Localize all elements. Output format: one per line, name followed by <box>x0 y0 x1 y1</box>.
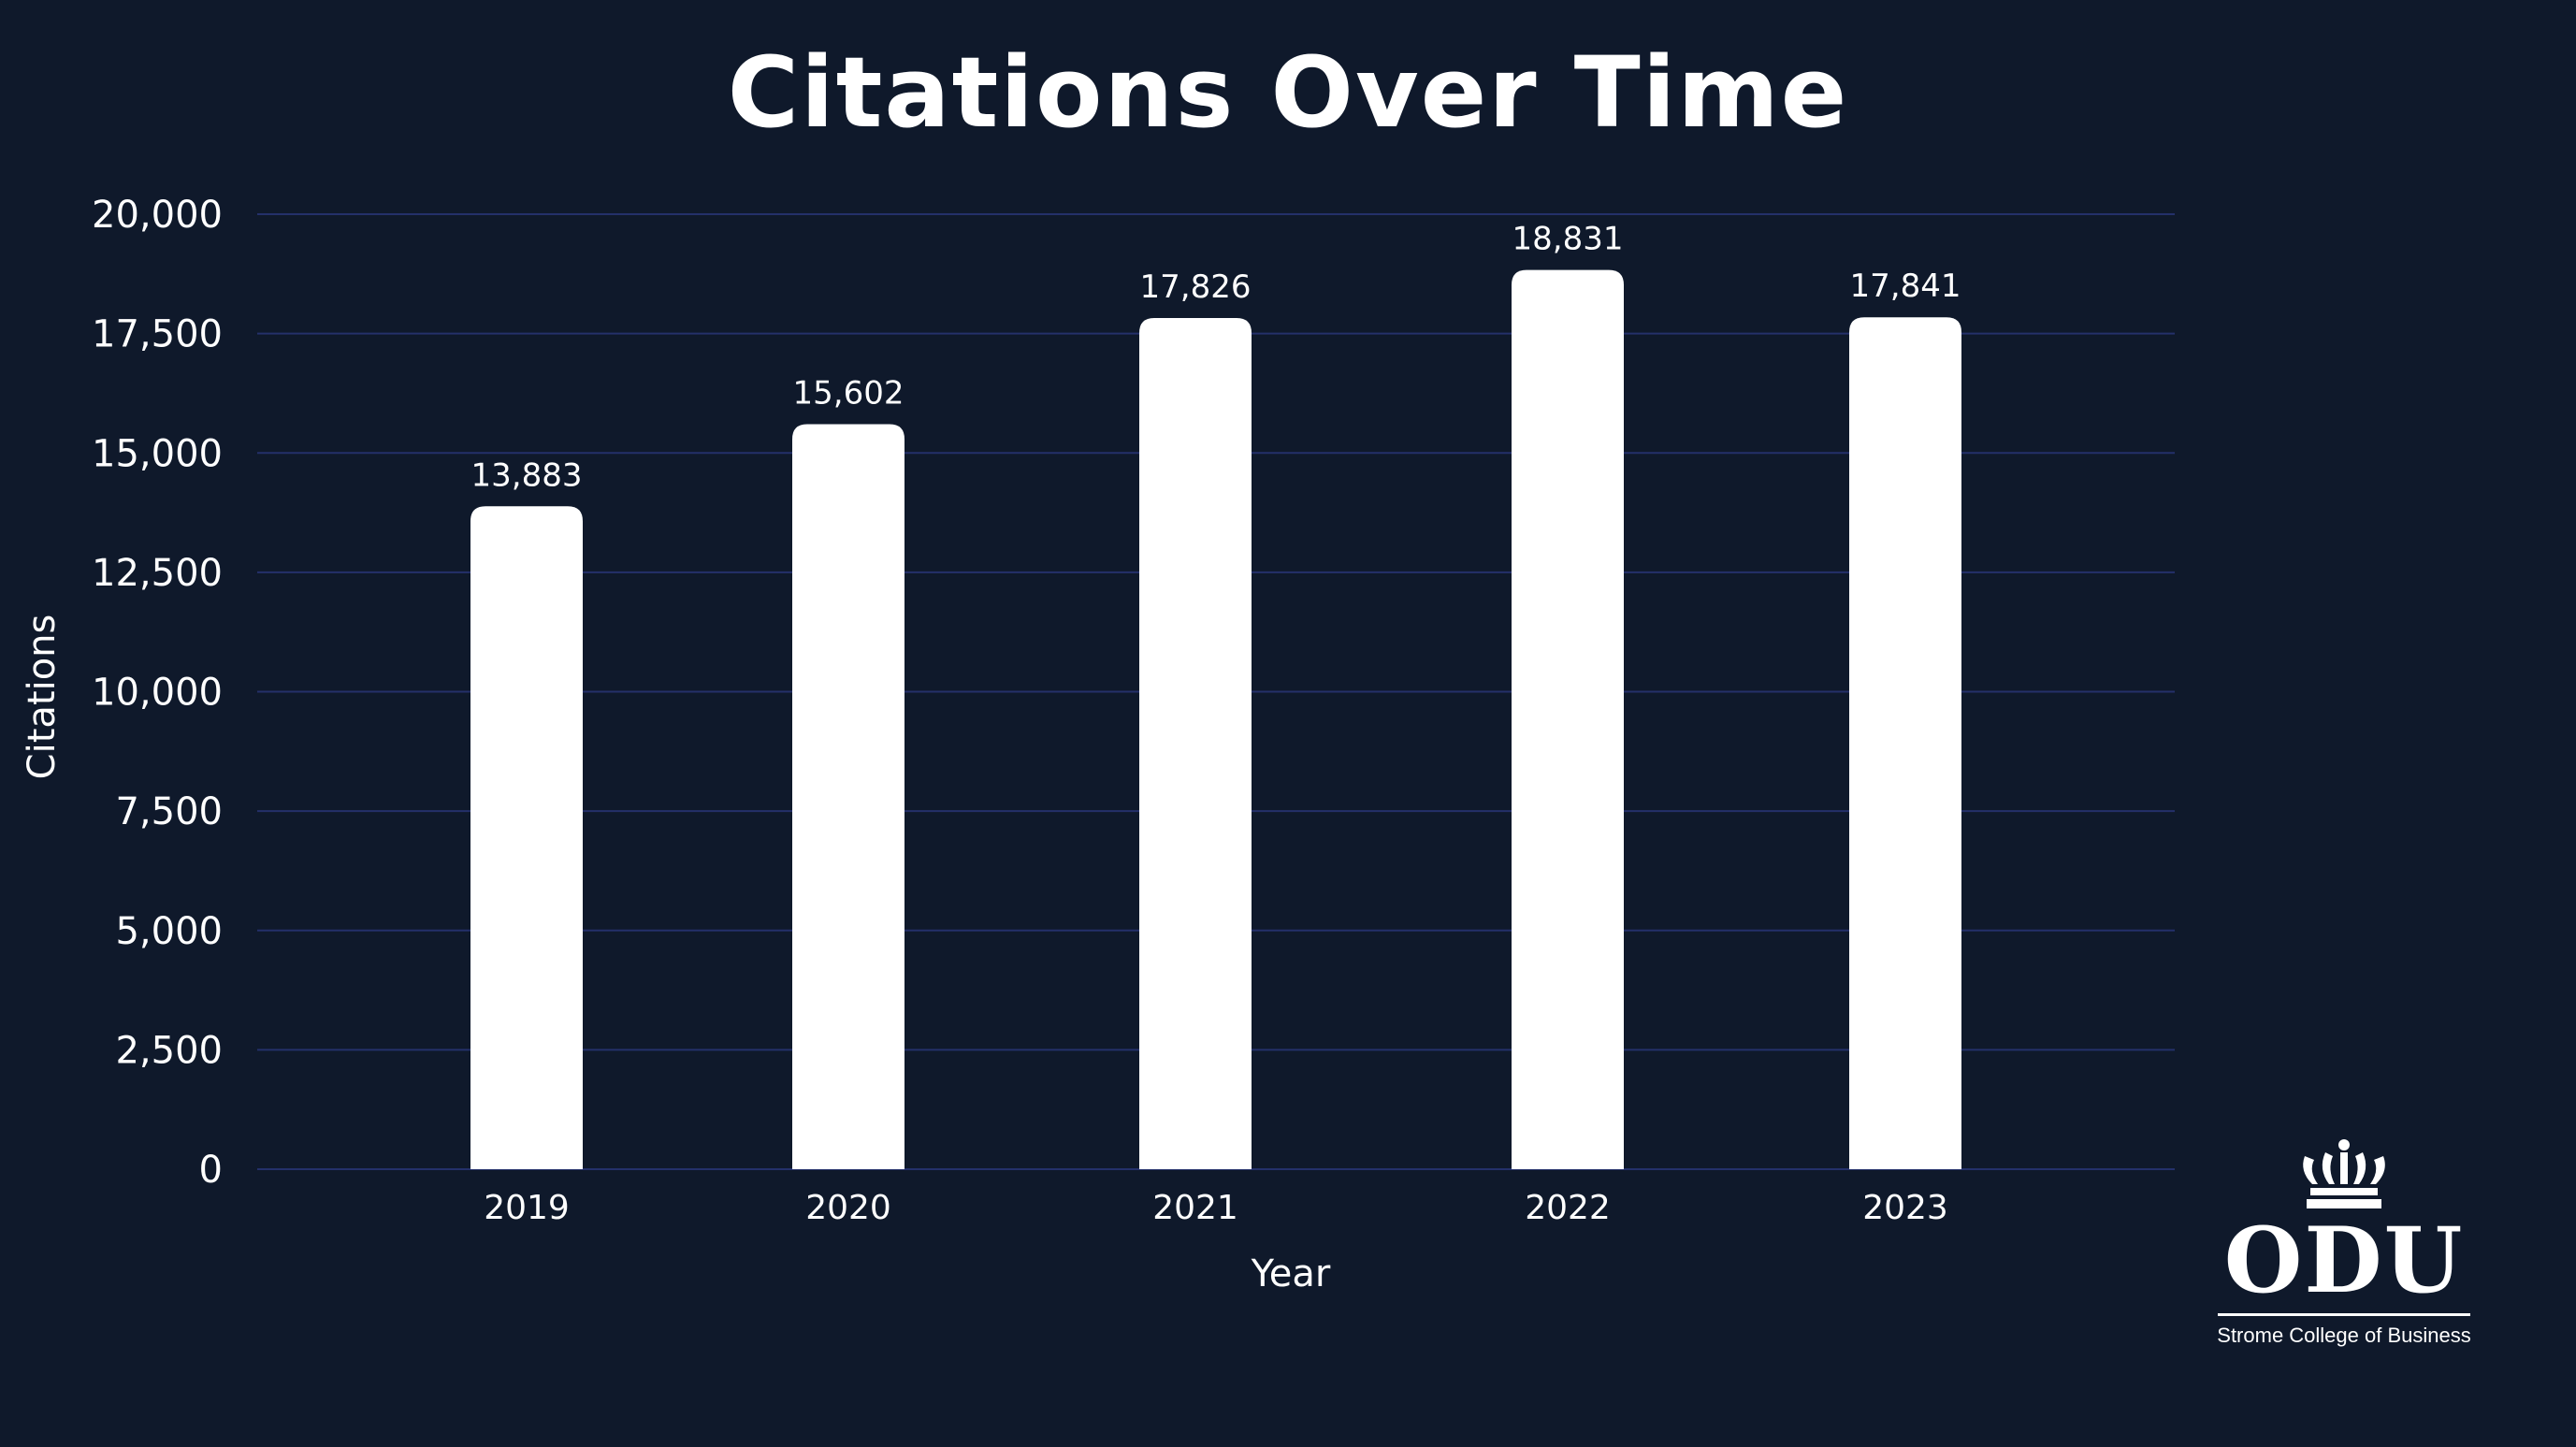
logo-subtitle: Strome College of Business <box>2217 1324 2471 1347</box>
data-labels: 13,883 15,602 17,826 18,831 17,841 <box>471 221 1961 495</box>
x-tick-label-2021: 2021 <box>1152 1189 1238 1227</box>
data-label-2020: 15,602 <box>793 375 904 412</box>
bars <box>470 269 1961 1170</box>
y-axis-ticks: 0 2,500 5,000 7,500 10,000 12,500 15,000 17,500… <box>92 194 223 1192</box>
x-tick-label-2020: 2020 <box>805 1189 891 1227</box>
x-tick-label-2019: 2019 <box>484 1189 570 1227</box>
data-label-2023: 17,841 <box>1850 268 1961 305</box>
x-tick-label-2023: 2023 <box>1862 1189 1948 1227</box>
bar-2022 <box>1512 269 1624 1169</box>
x-axis-title: Year <box>1251 1252 1331 1295</box>
y-tick-label: 7,500 <box>115 790 223 833</box>
y-tick-label: 17,500 <box>92 313 223 356</box>
y-tick-label: 5,000 <box>115 910 223 953</box>
logo-wordmark: ODU <box>2223 1208 2465 1313</box>
bar-2023 <box>1849 317 1961 1170</box>
odu-logo: ODU Strome College of Business <box>2213 1139 2475 1373</box>
bar-2019 <box>470 506 583 1169</box>
y-tick-label: 12,500 <box>92 552 223 595</box>
x-tick-label-2022: 2022 <box>1525 1189 1611 1227</box>
y-tick-label: 2,500 <box>115 1029 223 1072</box>
page-title: Citations Over Time <box>727 36 1849 150</box>
y-tick-label: 10,000 <box>92 672 223 715</box>
data-label-2021: 17,826 <box>1140 268 1252 306</box>
y-tick-label: 0 <box>199 1149 223 1192</box>
y-tick-label: 20,000 <box>92 194 223 237</box>
y-axis-title: Citations <box>21 615 64 780</box>
crown-icon <box>2303 1139 2385 1208</box>
bar-2020 <box>792 424 904 1169</box>
x-axis-ticks: 2019 2020 2021 2022 2023 <box>484 1189 1948 1227</box>
data-label-2022: 18,831 <box>1512 221 1624 258</box>
data-label-2019: 13,883 <box>471 456 583 494</box>
logo-divider <box>2218 1313 2470 1316</box>
bar-2021 <box>1139 317 1252 1170</box>
y-tick-label: 15,000 <box>92 432 223 475</box>
